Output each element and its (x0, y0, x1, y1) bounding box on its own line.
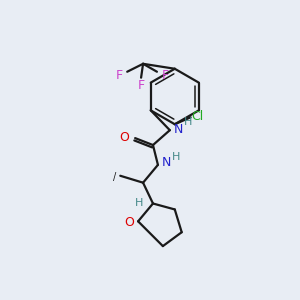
Text: H: H (184, 117, 192, 127)
Text: H: H (172, 152, 180, 162)
Text: Cl: Cl (191, 110, 204, 123)
Text: F: F (161, 69, 168, 82)
Text: H: H (135, 197, 143, 208)
Text: O: O (124, 216, 134, 229)
Text: F: F (137, 79, 145, 92)
Text: /: / (113, 172, 116, 182)
Text: N: N (162, 156, 172, 170)
Text: O: O (119, 130, 129, 144)
Text: F: F (116, 69, 123, 82)
Text: N: N (174, 123, 183, 136)
